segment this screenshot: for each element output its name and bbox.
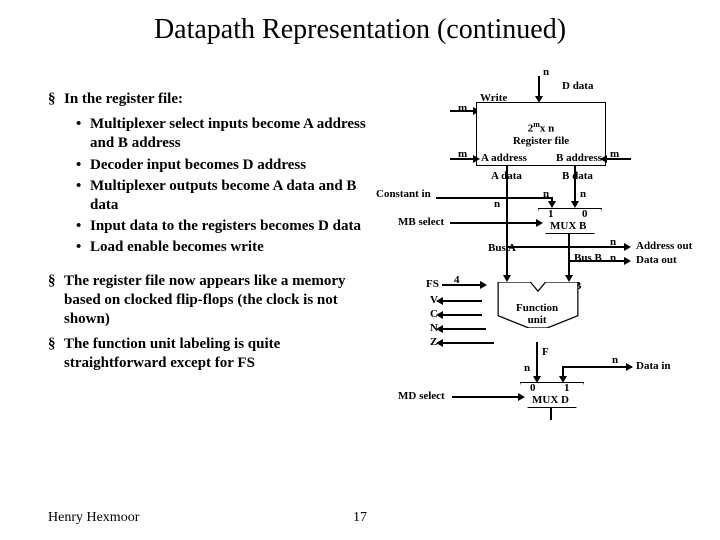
lbl-n6: n bbox=[610, 252, 616, 264]
arrowhead-mbsel bbox=[536, 219, 543, 227]
bullet-1: In the register file: bbox=[48, 90, 368, 109]
lbl-muxd0: 0 bbox=[530, 382, 536, 394]
lbl-n2: n bbox=[494, 198, 500, 210]
line-addrout bbox=[506, 246, 626, 248]
lbl-busa: Bus A bbox=[488, 242, 516, 254]
line-c bbox=[442, 314, 482, 316]
lbl-datain: Data in bbox=[636, 360, 671, 372]
lbl-baddr: B address bbox=[556, 152, 602, 164]
regfile-label: Register file bbox=[477, 135, 605, 147]
lbl-n5: n bbox=[610, 236, 616, 248]
arrowhead-datain-src bbox=[626, 363, 633, 371]
line-muxd-out bbox=[550, 408, 552, 420]
sub-2: Decoder input becomes D address bbox=[76, 156, 368, 175]
lbl-m1: m bbox=[458, 102, 467, 114]
line-mdsel bbox=[452, 396, 520, 398]
lbl-n3: n bbox=[543, 188, 549, 200]
arrowhead-n bbox=[436, 325, 443, 333]
page-title: Datapath Representation (continued) bbox=[0, 0, 720, 46]
line-nflag bbox=[442, 328, 486, 330]
lbl-mdsel: MD select bbox=[398, 390, 445, 402]
lbl-bdata: B data bbox=[562, 170, 593, 182]
sub-5: Load enable becomes write bbox=[76, 238, 368, 257]
lbl-funit: Function unit bbox=[516, 302, 558, 326]
bullet-column: In the register file: Multiplexer select… bbox=[48, 90, 368, 379]
rf-sup: m bbox=[533, 120, 540, 129]
arrowhead-fs bbox=[480, 281, 487, 289]
lbl-aaddr: A address bbox=[481, 152, 527, 164]
lbl-f: F bbox=[542, 346, 549, 358]
line-z bbox=[442, 342, 494, 344]
arrowhead-constin bbox=[548, 201, 556, 208]
arrow-aaddr bbox=[450, 158, 475, 160]
arrowhead-z bbox=[436, 339, 443, 347]
arrowhead-c bbox=[436, 311, 443, 319]
line-mbsel bbox=[450, 222, 538, 224]
datapath-diagram: n D data Write D address m 2mx n Registe… bbox=[378, 70, 708, 490]
bullet-3: The function unit labeling is quite stra… bbox=[48, 335, 368, 373]
line-v bbox=[442, 300, 482, 302]
lbl-n8: n bbox=[612, 354, 618, 366]
footer-author: Henry Hexmoor bbox=[48, 510, 139, 526]
lbl-n-top: n bbox=[543, 66, 549, 78]
arrowhead-dataout bbox=[624, 257, 631, 265]
lbl-n4: n bbox=[580, 188, 586, 200]
line-busb bbox=[568, 234, 570, 278]
lbl-constin: Constant in bbox=[376, 188, 431, 200]
arrowhead-b bbox=[565, 275, 573, 282]
lbl-ddata: D data bbox=[562, 80, 593, 92]
sub-list-1: Multiplexer select inputs become A addre… bbox=[76, 115, 368, 257]
lbl-muxb: MUX B bbox=[550, 220, 586, 232]
sub-1: Multiplexer select inputs become A addre… bbox=[76, 115, 368, 153]
arrowhead-baddr bbox=[600, 155, 607, 163]
lbl-muxb0: 0 bbox=[582, 208, 588, 220]
arrow-top-in bbox=[538, 76, 540, 98]
rf-xn: x n bbox=[540, 123, 554, 135]
lbl-fs: FS bbox=[426, 278, 439, 290]
lbl-mbsel: MB select bbox=[398, 216, 444, 228]
arrowhead-bdata-in bbox=[571, 201, 579, 208]
lbl-busb: Bus B bbox=[574, 252, 602, 264]
arrowhead-v bbox=[436, 297, 443, 305]
line-f bbox=[536, 342, 538, 378]
lbl-muxd1: 1 bbox=[564, 382, 570, 394]
sub-3: Multiplexer outputs become A data and B … bbox=[76, 177, 368, 215]
line-bdata bbox=[574, 166, 576, 202]
line-datain bbox=[562, 366, 632, 368]
regfile-line1: 2mx n bbox=[477, 121, 605, 135]
arrowhead-aaddr bbox=[473, 155, 480, 163]
arrow-daddr bbox=[450, 110, 475, 112]
lbl-muxd: MUX D bbox=[532, 394, 569, 406]
lbl-muxb1: 1 bbox=[548, 208, 554, 220]
arrowhead-addrout bbox=[624, 243, 631, 251]
bullet-2: The register file now appears like a mem… bbox=[48, 272, 368, 330]
sub-4: Input data to the registers becomes D da… bbox=[76, 217, 368, 236]
lbl-dataout: Data out bbox=[636, 254, 677, 266]
line-a-in bbox=[506, 246, 508, 278]
lbl-addrout: Address out bbox=[636, 240, 692, 252]
page-number: 17 bbox=[353, 510, 367, 526]
line-fs bbox=[442, 284, 482, 286]
lbl-n7: n bbox=[524, 362, 530, 374]
line-dataout bbox=[568, 260, 626, 262]
line-adata bbox=[506, 166, 508, 246]
arrowhead-mdsel bbox=[518, 393, 525, 401]
arrow-baddr bbox=[606, 158, 631, 160]
